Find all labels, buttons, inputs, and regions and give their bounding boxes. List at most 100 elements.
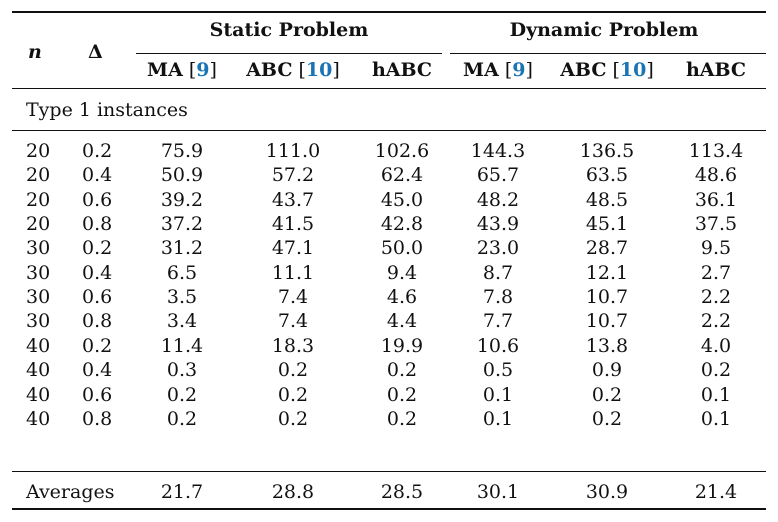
column-header: MA [9] bbox=[463, 58, 533, 82]
cell-value: 0.2 bbox=[386, 383, 418, 406]
cell-value: 42.8 bbox=[380, 213, 424, 236]
section-label: Type 1 instances bbox=[26, 99, 188, 121]
cell-value: 7.4 bbox=[277, 310, 309, 333]
cell-value: 10.7 bbox=[585, 310, 629, 333]
cell-delta: 0.6 bbox=[82, 383, 113, 406]
cell-value: 28.7 bbox=[585, 237, 629, 260]
cell-value: 4.0 bbox=[700, 334, 732, 357]
citation-link[interactable]: 9 bbox=[196, 59, 210, 81]
cell-value: 19.9 bbox=[380, 334, 424, 357]
cell-value: 8.7 bbox=[482, 261, 514, 284]
cell-value: 0.2 bbox=[700, 359, 732, 382]
average-value: 30.1 bbox=[476, 481, 520, 503]
header-static-problem: Static Problem bbox=[209, 19, 369, 41]
cell-value: 0.2 bbox=[166, 383, 198, 406]
cell-value: 4.4 bbox=[386, 310, 418, 333]
cell-value: 0.1 bbox=[700, 383, 732, 406]
cell-value: 50.9 bbox=[160, 164, 204, 187]
citation-link[interactable]: 10 bbox=[619, 59, 647, 81]
cell-delta: 0.4 bbox=[82, 359, 113, 382]
column-header: hABC bbox=[372, 58, 432, 82]
cell-value: 7.8 bbox=[482, 286, 514, 309]
cell-value: 0.2 bbox=[386, 407, 418, 430]
column-header-name: hABC bbox=[685, 59, 747, 81]
cell-value: 102.6 bbox=[374, 140, 430, 162]
header-dynamic-problem: Dynamic Problem bbox=[509, 19, 699, 41]
citation-link[interactable]: 10 bbox=[305, 59, 333, 81]
cell-value: 48.6 bbox=[694, 164, 738, 187]
cell-delta: 0.2 bbox=[82, 334, 113, 357]
cell-n: 40 bbox=[26, 334, 51, 357]
cell-value: 12.1 bbox=[585, 261, 629, 284]
dynamic-group-rule bbox=[450, 53, 766, 54]
cell-value: 136.5 bbox=[579, 140, 635, 162]
citation-link[interactable]: 9 bbox=[512, 59, 526, 81]
cell-value: 0.2 bbox=[277, 407, 309, 430]
ref-close-bracket: ] bbox=[332, 59, 340, 81]
cell-value: 2.2 bbox=[700, 310, 732, 333]
column-header: MA [9] bbox=[147, 58, 217, 82]
cell-value: 10.6 bbox=[476, 334, 520, 357]
cell-value: 0.2 bbox=[386, 359, 418, 382]
cell-value: 0.5 bbox=[482, 359, 514, 382]
cell-value: 37.5 bbox=[694, 213, 738, 236]
cell-value: 4.6 bbox=[386, 286, 418, 309]
column-header: hABC bbox=[686, 58, 746, 82]
cell-n: 20 bbox=[26, 140, 51, 162]
cell-n: 40 bbox=[26, 383, 51, 406]
column-header-name: MA bbox=[147, 59, 183, 81]
cell-value: 0.2 bbox=[277, 383, 309, 406]
section-rule bbox=[12, 130, 766, 131]
cell-value: 10.7 bbox=[585, 286, 629, 309]
column-header: ABC [10] bbox=[560, 58, 654, 82]
cell-value: 45.0 bbox=[380, 188, 424, 211]
average-value: 28.8 bbox=[271, 481, 315, 503]
cell-value: 2.7 bbox=[700, 261, 732, 284]
cell-value: 37.2 bbox=[160, 213, 204, 236]
cell-value: 43.9 bbox=[476, 213, 520, 236]
cell-value: 47.1 bbox=[271, 237, 315, 260]
averages-rule bbox=[12, 471, 766, 472]
cell-value: 43.7 bbox=[271, 188, 315, 211]
cell-value: 45.1 bbox=[585, 213, 629, 236]
cell-value: 7.4 bbox=[277, 286, 309, 309]
average-value: 28.5 bbox=[380, 481, 424, 503]
cell-value: 13.8 bbox=[585, 334, 629, 357]
cell-n: 30 bbox=[26, 310, 51, 333]
cell-value: 0.1 bbox=[482, 383, 514, 406]
averages-label: Averages bbox=[26, 481, 115, 503]
average-value: 30.9 bbox=[585, 481, 629, 503]
cell-delta: 0.8 bbox=[82, 213, 113, 236]
cell-n: 40 bbox=[26, 407, 51, 430]
column-header-name: ABC bbox=[246, 59, 293, 81]
cell-value: 39.2 bbox=[160, 188, 204, 211]
bottom-rule bbox=[12, 508, 766, 510]
ref-close-bracket: ] bbox=[646, 59, 654, 81]
cell-value: 9.4 bbox=[386, 261, 418, 284]
cell-n: 30 bbox=[26, 261, 51, 284]
cell-value: 0.2 bbox=[166, 407, 198, 430]
cell-n: 40 bbox=[26, 359, 51, 382]
average-value: 21.4 bbox=[694, 481, 738, 503]
cell-delta: 0.6 bbox=[82, 188, 113, 211]
column-header-name: ABC bbox=[560, 59, 607, 81]
cell-n: 30 bbox=[26, 237, 51, 260]
cell-value: 11.1 bbox=[271, 261, 315, 284]
header-n: n bbox=[28, 41, 42, 63]
column-header: ABC [10] bbox=[246, 58, 340, 82]
cell-n: 20 bbox=[26, 164, 51, 187]
header-rule bbox=[12, 88, 766, 89]
cell-value: 3.5 bbox=[166, 286, 198, 309]
cell-value: 0.3 bbox=[166, 359, 198, 382]
ref-close-bracket: ] bbox=[525, 59, 533, 81]
cell-value: 111.0 bbox=[265, 140, 321, 162]
cell-n: 30 bbox=[26, 286, 51, 309]
cell-value: 23.0 bbox=[476, 237, 520, 260]
cell-value: 36.1 bbox=[694, 188, 738, 211]
cell-n: 20 bbox=[26, 213, 51, 236]
cell-value: 18.3 bbox=[271, 334, 315, 357]
cell-value: 2.2 bbox=[700, 286, 732, 309]
cell-value: 62.4 bbox=[380, 164, 424, 187]
ref-open-bracket: [ bbox=[606, 59, 620, 81]
